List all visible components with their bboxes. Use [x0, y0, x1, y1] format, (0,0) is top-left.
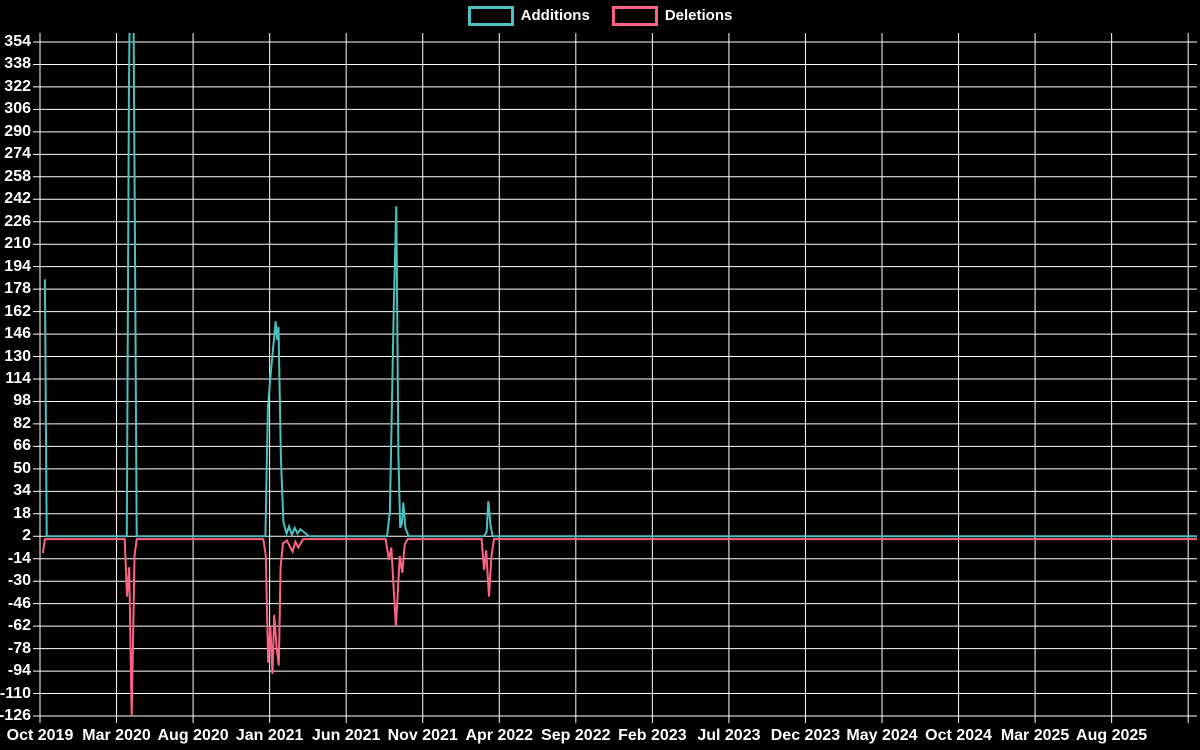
y-tick-label: 178	[4, 280, 31, 298]
y-tick-label: 322	[4, 77, 31, 95]
additions-line	[43, 33, 1197, 538]
x-tick-label: Feb 2023	[618, 727, 687, 744]
deletions-legend-label: Deletions	[664, 7, 733, 24]
x-tick-label: May 2024	[846, 727, 918, 744]
x-tick-label: Dec 2023	[770, 727, 841, 744]
y-tick-label: 226	[4, 212, 31, 230]
y-tick-label: -110	[0, 684, 31, 702]
y-tick-label: 242	[4, 190, 31, 208]
x-tick-label: Jul 2023	[697, 727, 761, 744]
y-tick-label: 306	[4, 100, 31, 118]
y-tick-label: -94	[7, 662, 31, 680]
y-tick-label: 2	[22, 527, 31, 545]
y-tick-label: 210	[4, 235, 31, 253]
y-tick-label: 130	[4, 347, 31, 365]
y-tick-label: -30	[7, 572, 31, 590]
y-tick-label: 34	[13, 482, 31, 500]
y-tick-label: -14	[7, 549, 31, 567]
y-tick-label: 18	[13, 504, 31, 522]
y-tick-label: 50	[13, 459, 31, 477]
x-tick-label: Nov 2021	[387, 727, 458, 744]
x-tick-label: Mar 2025	[1000, 727, 1070, 744]
y-tick-label: 162	[4, 302, 31, 320]
y-tick-label: 98	[13, 392, 31, 410]
y-tick-label: -78	[7, 639, 31, 657]
additions-swatch-icon	[467, 6, 514, 26]
y-tick-label: 146	[4, 325, 31, 343]
y-tick-label: 66	[13, 437, 31, 455]
y-tick-label: 114	[5, 370, 31, 387]
x-tick-label: Apr 2022	[465, 727, 534, 744]
x-tick-label: Oct 2019	[6, 727, 74, 744]
deletions-line	[41, 538, 1197, 716]
y-tick-label: 338	[4, 55, 31, 73]
additions-legend-label: Additions	[520, 7, 590, 24]
legend-item-deletions[interactable]: Deletions	[611, 6, 733, 26]
legend-item-additions[interactable]: Additions	[467, 6, 590, 26]
y-tick-label: -46	[7, 594, 31, 612]
deletions-swatch-icon	[611, 6, 658, 26]
y-tick-label: 194	[4, 257, 31, 275]
y-tick-label: -126	[0, 707, 31, 724]
x-tick-label: Jun 2021	[311, 727, 381, 744]
x-tick-label: Oct 2024	[925, 727, 992, 744]
y-tick-label: 258	[4, 167, 31, 185]
y-tick-label: -62	[7, 617, 31, 635]
y-tick-label: 290	[4, 122, 31, 140]
y-tick-label: 274	[4, 145, 31, 163]
x-tick-label: Aug 2025	[1076, 727, 1148, 744]
chart-legend: Additions Deletions	[0, 6, 1200, 26]
x-tick-label: Jan 2021	[235, 727, 304, 744]
y-tick-label: 354	[4, 33, 31, 50]
x-tick-label: Aug 2020	[157, 727, 229, 744]
x-tick-label: Mar 2020	[82, 727, 151, 744]
y-tick-label: 82	[13, 414, 31, 432]
x-tick-label: Sep 2022	[541, 727, 611, 744]
